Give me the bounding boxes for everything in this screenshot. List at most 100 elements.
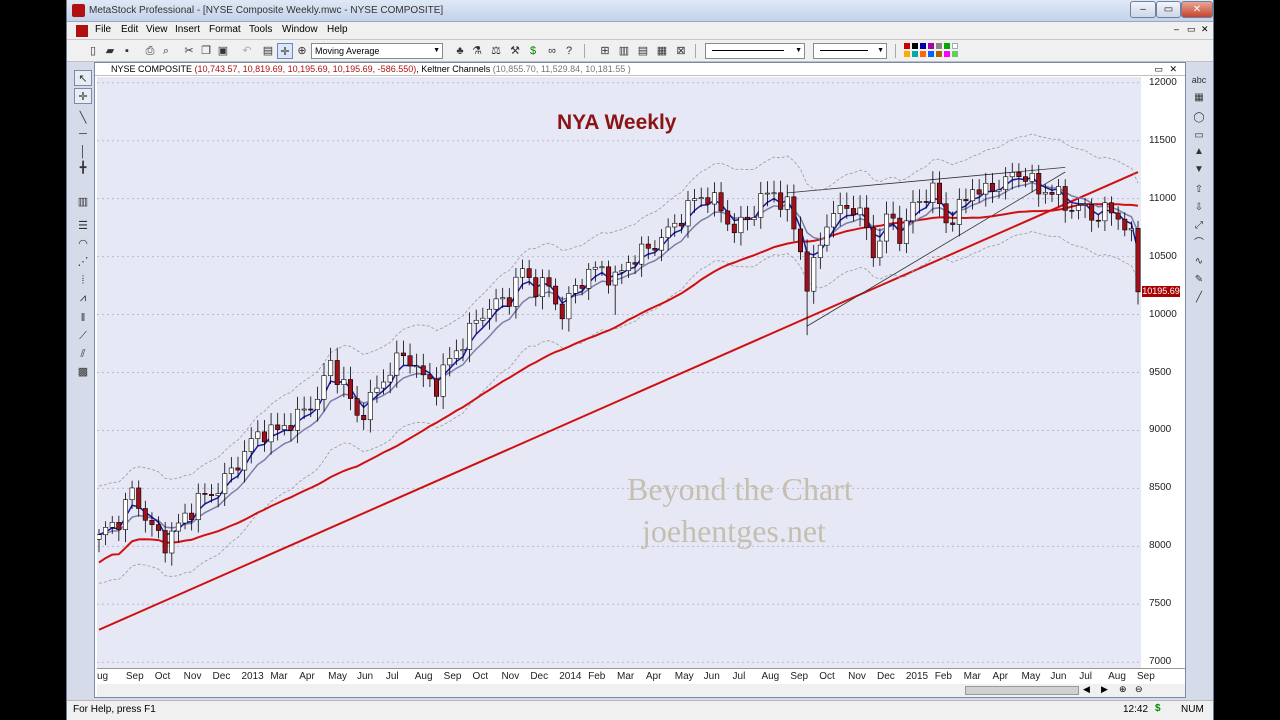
- candle-down: [606, 266, 612, 286]
- menu-file[interactable]: File: [95, 24, 112, 35]
- help-cursor-icon[interactable]: ?: [565, 45, 573, 57]
- system-tester-icon[interactable]: ⚖: [491, 45, 501, 57]
- minimize-button[interactable]: –: [1130, 1, 1156, 18]
- scroll-thumb[interactable]: [965, 686, 1079, 695]
- y-tick-label: 9500: [1149, 366, 1172, 378]
- indicator-select[interactable]: Moving Average ▼: [311, 43, 443, 59]
- pointer-icon[interactable]: ↖: [74, 70, 92, 86]
- candle-up: [625, 262, 631, 271]
- print-preview-icon[interactable]: ⌕: [162, 45, 170, 57]
- arrow-up-icon[interactable]: ▲: [1194, 146, 1204, 157]
- moving-average-short: [98, 176, 1139, 536]
- speed-lines-icon[interactable]: ⋰: [77, 256, 89, 268]
- fan-lines-icon[interactable]: ⩘: [79, 292, 87, 304]
- x-tick-label: May: [1021, 671, 1041, 682]
- channel-icon[interactable]: ▥: [77, 196, 89, 208]
- menu-edit[interactable]: Edit: [121, 24, 139, 35]
- curve-icon[interactable]: ∿: [1194, 256, 1204, 267]
- cross-line-icon[interactable]: ╋: [79, 162, 87, 174]
- optimizer-icon[interactable]: ⚒: [510, 45, 520, 57]
- document-icon[interactable]: [76, 25, 88, 37]
- cut-icon[interactable]: ✂: [184, 45, 194, 57]
- undo-icon[interactable]: ↶: [242, 45, 252, 57]
- dollar-icon[interactable]: $: [529, 45, 537, 57]
- arc-icon[interactable]: ◠: [78, 238, 88, 250]
- scroll-left-button[interactable]: ◀: [1083, 684, 1090, 694]
- buy-arrow-icon[interactable]: ⇧: [1194, 184, 1204, 195]
- x-axis[interactable]: ug Sep Oct Nov Dec 2013 Mar Apr May Jun Jul Aug Sep O…: [97, 668, 1185, 684]
- properties-icon[interactable]: ⊠: [676, 45, 686, 57]
- color-palette[interactable]: [904, 43, 968, 59]
- rows-icon[interactable]: ▤: [637, 45, 649, 57]
- menu-insert[interactable]: Insert: [175, 24, 201, 35]
- zoom-out-icon[interactable]: ⊖: [1135, 684, 1143, 694]
- trendline-icon[interactable]: ╲: [79, 112, 87, 124]
- candle-down: [116, 522, 122, 530]
- menu-format[interactable]: Format: [209, 24, 241, 35]
- save-icon[interactable]: ▪: [125, 45, 129, 57]
- sell-arrow-icon[interactable]: ⇩: [1194, 202, 1204, 213]
- mdi-close-button[interactable]: ✕: [1201, 24, 1209, 34]
- crosshair-tool-icon[interactable]: ✛: [74, 88, 92, 104]
- y-axis[interactable]: 10195.69 12000 11500 11000 10500 10000 9500 90…: [1141, 77, 1185, 668]
- arrow-down-icon[interactable]: ▼: [1194, 164, 1204, 175]
- horizontal-scrollbar[interactable]: ◀ ▶ ⊕ ⊖: [97, 684, 1185, 697]
- expert-icon[interactable]: ♣: [456, 45, 464, 57]
- candle-down: [745, 216, 751, 220]
- grid-tool-icon[interactable]: ▩: [77, 366, 89, 378]
- vertical-line-icon[interactable]: │: [79, 146, 87, 158]
- grid-icon[interactable]: ▦: [656, 45, 668, 57]
- arc-tool-icon[interactable]: ⌒: [1194, 238, 1204, 249]
- num-lock-indicator: NUM: [1181, 704, 1204, 715]
- cycle-lines-icon[interactable]: ⦙: [81, 274, 85, 286]
- price-plot[interactable]: NYA Weekly Beyond the Chart joehentges.n…: [96, 77, 1141, 668]
- y-tick-label: 7500: [1149, 598, 1172, 610]
- menu-tools[interactable]: Tools: [249, 24, 273, 35]
- x-tick-label: Apr: [645, 671, 662, 682]
- columns-icon[interactable]: ▥: [618, 45, 630, 57]
- ellipse-icon[interactable]: ◯: [1193, 112, 1205, 123]
- restore-button[interactable]: ▭: [1156, 1, 1181, 18]
- paste-icon[interactable]: ▣: [217, 45, 229, 57]
- scroll-right-button[interactable]: ▶: [1101, 684, 1108, 694]
- candle-up: [764, 192, 770, 195]
- regression-icon[interactable]: ⟋: [79, 330, 87, 342]
- copy-icon[interactable]: ❐: [201, 45, 211, 57]
- line-icon[interactable]: ╱: [1195, 292, 1203, 303]
- rectangle-icon[interactable]: ▭: [1194, 130, 1204, 141]
- line-style-select[interactable]: ▼: [705, 43, 805, 59]
- mdi-minimize-button[interactable]: –: [1174, 24, 1180, 34]
- zoom-in-icon[interactable]: ⊕: [1119, 684, 1127, 694]
- explorer-icon[interactable]: ⚗: [472, 45, 482, 57]
- text-tool-icon[interactable]: abc: [1191, 75, 1207, 85]
- gann-fan-icon[interactable]: ⫽: [80, 348, 86, 360]
- time-zones-icon[interactable]: ‖: [80, 312, 86, 324]
- candle-up: [374, 387, 380, 393]
- horizontal-line-icon[interactable]: ─: [79, 128, 87, 140]
- menu-window[interactable]: Window: [282, 24, 318, 35]
- chart-restore-button[interactable]: ▭: [1154, 64, 1163, 74]
- arrange-icon[interactable]: ▤: [262, 45, 274, 57]
- menu-view[interactable]: View: [146, 24, 168, 35]
- close-button[interactable]: ✕: [1181, 1, 1213, 18]
- print-icon[interactable]: ⎙: [145, 45, 155, 57]
- candle-up: [381, 381, 387, 389]
- fibonacci-icon[interactable]: ☰: [78, 220, 88, 232]
- menu-help[interactable]: Help: [327, 24, 348, 35]
- zoom-icon[interactable]: ⊕: [297, 45, 307, 57]
- crosshair-icon[interactable]: ✛: [277, 43, 293, 59]
- binoculars-icon[interactable]: ∞: [548, 45, 556, 57]
- toolbar-separator: [695, 44, 696, 58]
- layout-icon[interactable]: ⊞: [600, 45, 610, 57]
- open-folder-icon[interactable]: ▰: [105, 45, 115, 57]
- line-weight-select[interactable]: ▼: [813, 43, 887, 59]
- chart-close-button[interactable]: ✕: [1169, 64, 1177, 74]
- symbol-icon[interactable]: ⤢: [1195, 220, 1203, 231]
- candle-down: [1049, 192, 1055, 195]
- line-style-preview: [712, 50, 784, 51]
- mdi-restore-button[interactable]: ▭: [1187, 24, 1196, 34]
- new-file-icon[interactable]: ▯: [89, 45, 97, 57]
- pencil-icon[interactable]: ✎: [1194, 274, 1204, 285]
- table-icon[interactable]: ▦: [1194, 92, 1204, 103]
- x-tick-label: Sep: [443, 671, 462, 682]
